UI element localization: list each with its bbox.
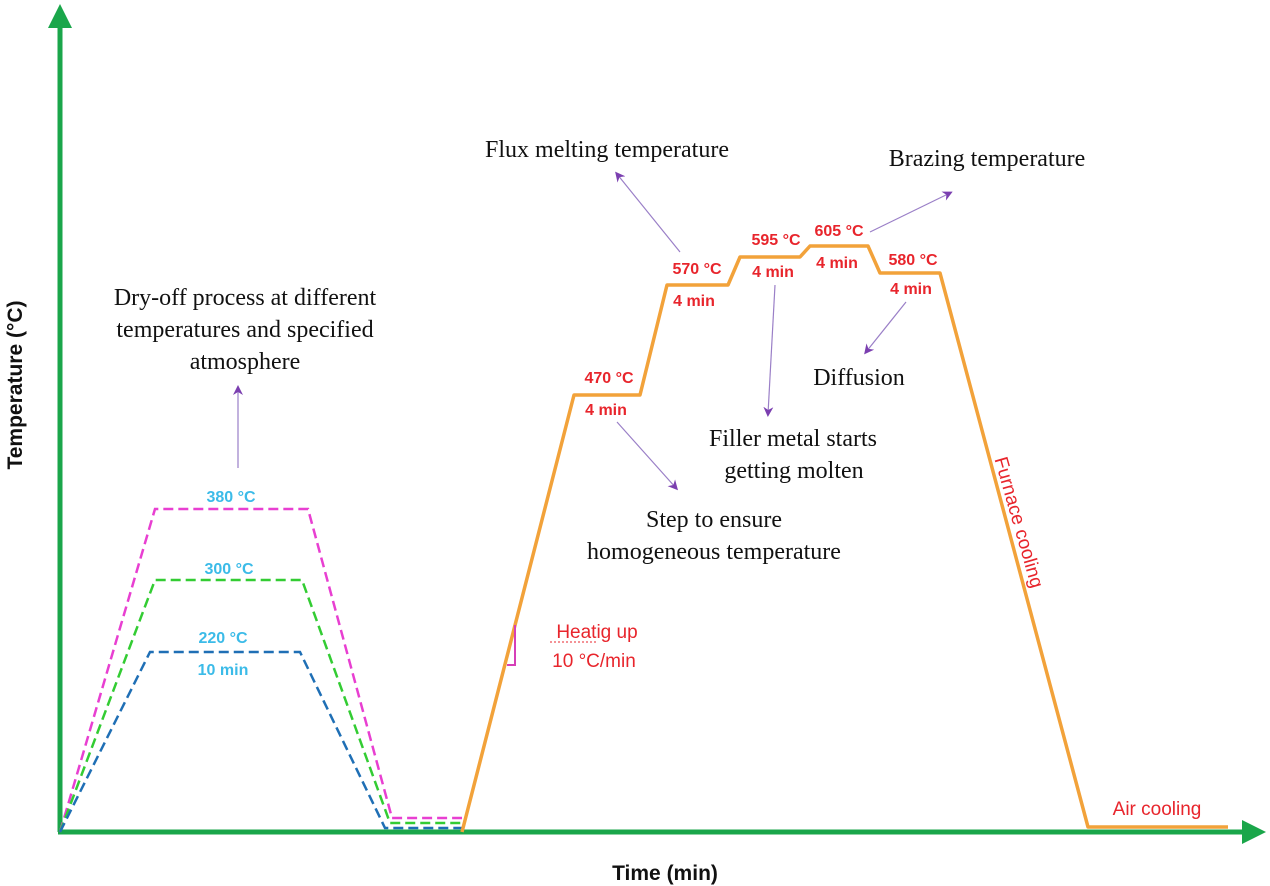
annotation-arrows (233, 171, 953, 491)
step-605-temp: 605 °C (814, 223, 864, 240)
homogeneous-label-line-1: Step to ensure (646, 507, 782, 533)
dry-off-profiles (58, 507, 462, 833)
filler-metal-label-line-2: getting molten (724, 458, 863, 484)
x-axis-title: Time (min) (612, 862, 718, 885)
brazing-temperature-label: Brazing temperature (889, 146, 1086, 172)
filler-metal-arrow (763, 284, 776, 417)
step-595-time: 4 min (752, 264, 794, 281)
dry-off-300-label: 300 °C (204, 561, 254, 578)
brazing-temperature-arrow (869, 191, 953, 233)
heating-rate-label-line-1: Heatig up (556, 622, 637, 643)
brazing-temperature-profile (460, 244, 1228, 833)
filler-metal-label-line-1: Filler metal starts (709, 426, 877, 452)
homogeneous-label-line-2: homogeneous temperature (587, 539, 841, 565)
step-470-temp: 470 °C (584, 370, 634, 387)
step-605-time: 4 min (816, 255, 858, 272)
heating-slope-marker (507, 625, 516, 666)
dry-off-220-line (58, 650, 462, 833)
dry-off-time-label: 10 min (198, 662, 249, 679)
homogeneous-arrow (616, 421, 678, 491)
heating-rate-label-line-2: 10 °C/min (552, 651, 636, 672)
dry-off-title-line-2: temperatures and specified (116, 317, 373, 343)
step-580-temp: 580 °C (888, 252, 938, 269)
x-axis-arrowhead (1242, 820, 1266, 844)
diffusion-arrow (864, 301, 907, 355)
step-580-time: 4 min (890, 281, 932, 298)
flux-melting-label: Flux melting temperature (485, 137, 729, 163)
dry-off-380-label: 380 °C (206, 489, 256, 506)
step-470-time: 4 min (585, 402, 627, 419)
dry-off-title-line-1: Dry-off process at different (114, 285, 377, 311)
air-cooling-label: Air cooling (1113, 799, 1202, 820)
y-axis-arrowhead (48, 4, 72, 28)
step-595-temp: 595 °C (751, 232, 801, 249)
y-axis-title: Temperature (°C) (4, 300, 27, 469)
dry-off-300-line (58, 578, 462, 833)
dry-off-title-line-3: atmosphere (190, 349, 301, 375)
dry-off-380-line (58, 507, 462, 833)
step-570-time: 4 min (673, 293, 715, 310)
axes (48, 4, 1266, 844)
flux-melting-arrow (615, 171, 681, 253)
step-570-temp: 570 °C (672, 261, 722, 278)
dry-off-220-label: 220 °C (198, 630, 248, 647)
diffusion-label: Diffusion (813, 365, 905, 391)
